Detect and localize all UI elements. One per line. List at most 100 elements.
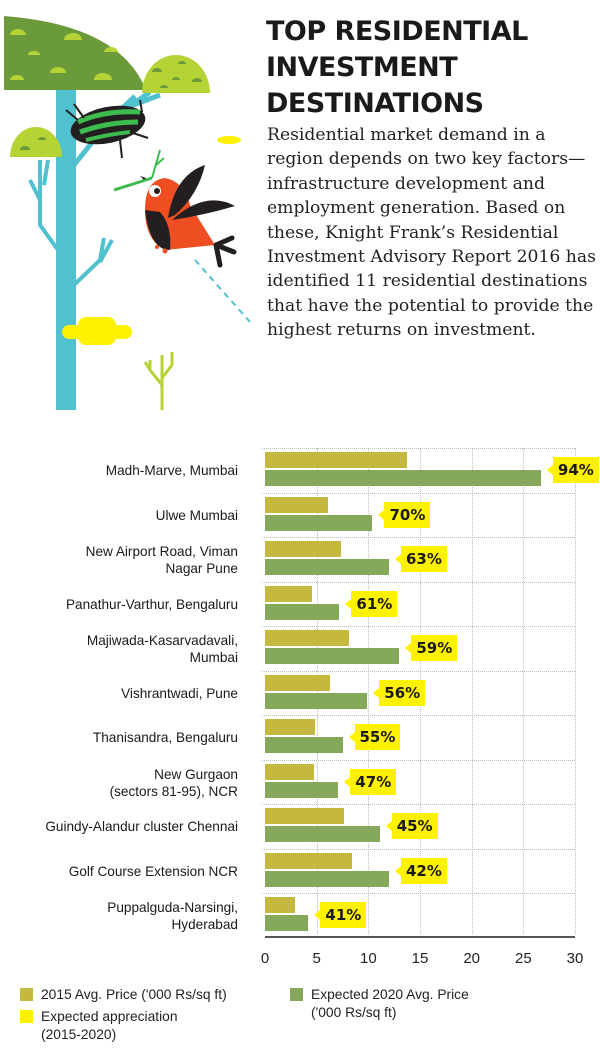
bar-2015-price (265, 763, 314, 780)
x-tick-label: 10 (359, 950, 377, 967)
x-tick-label: 20 (463, 950, 480, 967)
gridline-horizontal (262, 537, 575, 538)
bar-2020-price (265, 781, 339, 798)
x-axis-line (265, 936, 575, 938)
category-label: Vishrantwadi, Pune (0, 685, 238, 702)
gridline-horizontal (262, 848, 575, 850)
bar-2015-price (265, 852, 352, 869)
x-tick-label: 25 (514, 950, 532, 967)
category-label: New Airport Road, Viman Nagar Pune (0, 543, 238, 577)
gridline-vertical (523, 448, 525, 934)
category-label-line: Puppalguda-Narsingi, (107, 900, 238, 915)
bar-2015-price (265, 496, 329, 513)
bar-2020-price (265, 559, 389, 575)
category-label-line: Thanisandra, Bengaluru (92, 730, 238, 745)
appreciation-badge: 56% (373, 679, 426, 706)
bar-2020-price (265, 692, 368, 709)
category-label-line: Nagar Pune (165, 561, 238, 576)
legend-label-appreciation-line-2: (2015-2020) (41, 1027, 117, 1042)
category-label: Puppalguda-Narsingi, Hyderabad (0, 899, 238, 933)
category-label: Ulwe Mumbai (0, 507, 238, 524)
gridline-horizontal (262, 492, 575, 494)
category-label-line: Ulwe Mumbai (155, 507, 238, 523)
bar-2020-price (265, 870, 389, 887)
appreciation-badge: 55% (348, 724, 401, 750)
category-label: Thanisandra, Bengaluru (0, 729, 238, 746)
bar-2015-price (265, 808, 344, 824)
chart-legend: 2015 Avg. Price ('000 Rs/sq ft) Expected… (0, 980, 600, 1054)
category-label-line: Vishrantwadi, Pune (121, 685, 238, 701)
gridline-horizontal (262, 448, 575, 449)
x-tick-label: 5 (312, 950, 321, 967)
legend-swatch-appreciation-icon (20, 1010, 33, 1023)
title-line-2: INVESTMENT (266, 52, 458, 83)
category-label: Majiwada-Kasarvadavali, Mumbai (0, 632, 238, 666)
legend-label-2020: Expected 2020 Avg. Price ('000 Rs/sq ft) (311, 986, 469, 1022)
bar-2020-price (265, 915, 309, 931)
category-label-line: New Gurgaon (154, 766, 238, 782)
appreciation-badge: 42% (395, 857, 447, 884)
legend-label-2020-line-2: ('000 Rs/sq ft) (311, 1005, 397, 1020)
bar-2015-price (265, 674, 331, 691)
bar-2020-price (265, 470, 541, 486)
gridline-vertical (471, 448, 473, 934)
tree-bird-illustration (4, 16, 251, 410)
gridline-vertical (368, 448, 370, 934)
x-tick-label: 0 (260, 950, 270, 967)
category-label-line: (sectors 81-95), NCR (109, 783, 238, 799)
gridline-vertical (316, 448, 318, 934)
category-label: Guindy-Alandur cluster Chennai (0, 818, 238, 835)
category-label: Golf Course Extension NCR (0, 863, 238, 880)
legend-item-appreciation: Expected appreciation (2015-2020) (20, 1008, 178, 1044)
bar-2015-price (265, 719, 315, 735)
appreciation-badge: 47% (344, 768, 397, 795)
bar-2020-price (265, 648, 400, 664)
bar-2020-price (265, 737, 343, 753)
intro-paragraph: Residential market demand in a region de… (267, 125, 596, 341)
bar-2020-price (265, 603, 340, 620)
bar-2015-price (265, 897, 295, 913)
category-label-line: Majiwada-Kasarvadavali, (86, 633, 238, 648)
category-label-line: Madh-Marve, Mumbai (105, 463, 238, 478)
category-label-line: Mumbai (189, 650, 238, 665)
bar-2020-price (265, 514, 373, 531)
category-label-line: Panathur-Varthur, Bengaluru (65, 596, 238, 612)
legend-item-2020: Expected 2020 Avg. Price ('000 Rs/sq ft) (290, 986, 469, 1022)
gridline-vertical (575, 448, 576, 934)
category-label-line: Guindy-Alandur cluster Chennai (45, 819, 238, 834)
x-tick-label: 30 (566, 950, 584, 967)
category-label: Panathur-Varthur, Bengaluru (0, 596, 238, 613)
appreciation-badge: 94% (546, 457, 599, 483)
cloud-icon (62, 317, 132, 345)
appreciation-badge: 70% (378, 501, 431, 528)
title-line-3: DESTINATIONS (266, 88, 484, 119)
gridline-horizontal (262, 893, 575, 894)
bar-2020-price (265, 826, 380, 842)
nest-icon (65, 99, 149, 159)
appreciation-badge: 63% (395, 546, 447, 572)
category-label-line: Golf Course Extension NCR (68, 863, 238, 879)
bar-2015-price (265, 452, 407, 468)
category-label-line: Hyderabad (171, 917, 238, 932)
legend-label-2015: 2015 Avg. Price ('000 Rs/sq ft) (41, 987, 227, 1002)
gridline-horizontal (262, 804, 575, 805)
x-tick-label: 15 (411, 950, 429, 967)
page-title: TOP RESIDENTIAL INVESTMENT DESTINATIONS (266, 14, 596, 122)
gridline-horizontal (262, 759, 575, 761)
bird-icon (113, 149, 237, 268)
gridline-horizontal (262, 581, 575, 583)
gridline-horizontal (262, 715, 575, 716)
legend-swatch-2015-icon (20, 988, 33, 1001)
category-label-line: New Airport Road, Viman (85, 544, 238, 559)
legend-label-2020-line-1: Expected 2020 Avg. Price (311, 987, 469, 1002)
gridline-horizontal (262, 670, 575, 672)
gridline-horizontal (262, 626, 575, 627)
title-line-1: TOP RESIDENTIAL (266, 16, 528, 47)
legend-label-appreciation-line-1: Expected appreciation (41, 1009, 178, 1024)
category-label: Madh-Marve, Mumbai (0, 462, 238, 479)
appreciation-badge: 41% (314, 902, 367, 928)
legend-swatch-2020-icon (290, 988, 303, 1001)
bar-2015-price (265, 585, 312, 602)
canopy-icon (4, 16, 146, 90)
appreciation-badge: 45% (385, 813, 438, 839)
